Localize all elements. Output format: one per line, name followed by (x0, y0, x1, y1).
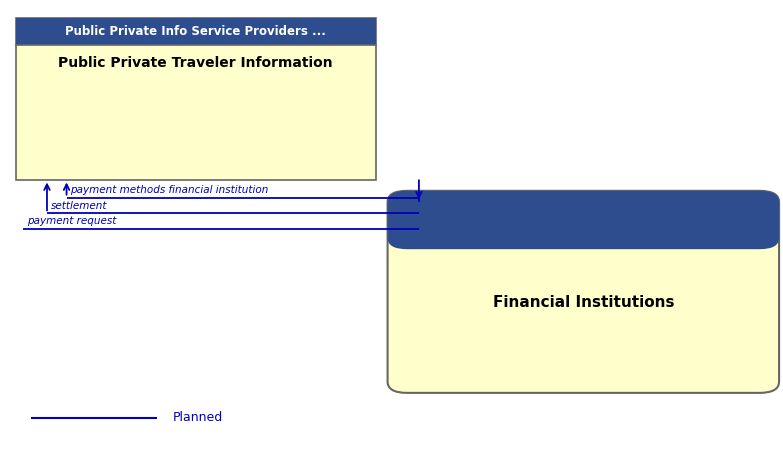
Text: payment request: payment request (27, 216, 117, 226)
Bar (16, 18, 376, 180)
Text: payment methods financial institution: payment methods financial institution (70, 185, 269, 195)
Text: Public Private Info Service Providers ...: Public Private Info Service Providers ..… (65, 25, 327, 38)
FancyBboxPatch shape (388, 191, 779, 249)
Bar (16, 18, 376, 45)
Text: Financial Institutions: Financial Institutions (493, 295, 674, 310)
Text: settlement: settlement (51, 201, 107, 211)
Bar (407, 218, 760, 238)
Text: Planned: Planned (172, 411, 222, 424)
Text: Public Private Traveler Information: Public Private Traveler Information (59, 56, 333, 70)
FancyBboxPatch shape (388, 191, 779, 393)
